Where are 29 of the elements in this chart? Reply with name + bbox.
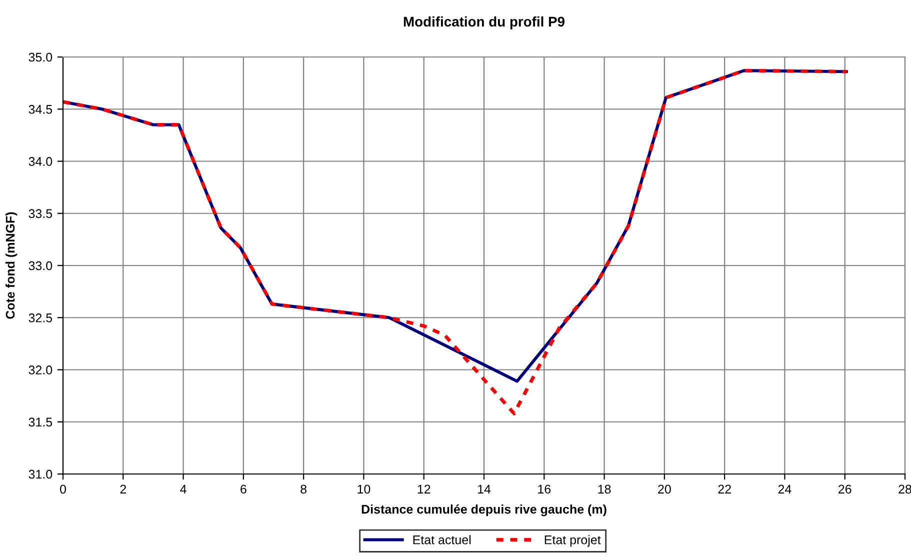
y-tick-label: 32.0 <box>28 366 52 374</box>
y-tick-label: 34.5 <box>28 104 52 114</box>
x-axis-title: Distance cumulée depuis rive gauche (m) <box>362 504 606 516</box>
x-tick-label: 26 <box>838 484 852 494</box>
x-tick-label: 18 <box>598 484 611 494</box>
y-tick-label: 33.5 <box>28 209 52 218</box>
y-axis-title: Cote fond (mNGF) <box>5 212 18 319</box>
x-tick-label: 0 <box>60 484 66 494</box>
x-tick-label: 14 <box>478 484 491 494</box>
x-tick-label: 8 <box>300 484 307 494</box>
x-tick-label: 22 <box>718 484 731 494</box>
chart-title: Modification du profil P9 <box>404 16 565 30</box>
x-tick-label: 10 <box>358 484 370 494</box>
legend-label: Etat actuel <box>413 535 471 544</box>
x-tick-label: 24 <box>778 484 792 494</box>
x-tick-label: 2 <box>120 484 126 494</box>
x-tick-label: 6 <box>240 484 246 494</box>
y-tick-label: 35.0 <box>28 52 52 62</box>
x-tick-label: 28 <box>898 484 911 494</box>
x-tick-label: 12 <box>418 484 430 494</box>
legend-label: Etat projet <box>544 535 601 547</box>
x-tick-label: 20 <box>658 484 671 494</box>
y-tick-label: 31.5 <box>28 418 52 427</box>
y-tick-label: 34.0 <box>28 157 52 166</box>
y-tick-label: 31.0 <box>28 470 52 479</box>
y-tick-label: 33.0 <box>28 261 52 270</box>
y-tick-label: 32.5 <box>28 313 52 322</box>
x-tick-label: 16 <box>538 484 551 494</box>
x-tick-label: 4 <box>180 484 186 494</box>
